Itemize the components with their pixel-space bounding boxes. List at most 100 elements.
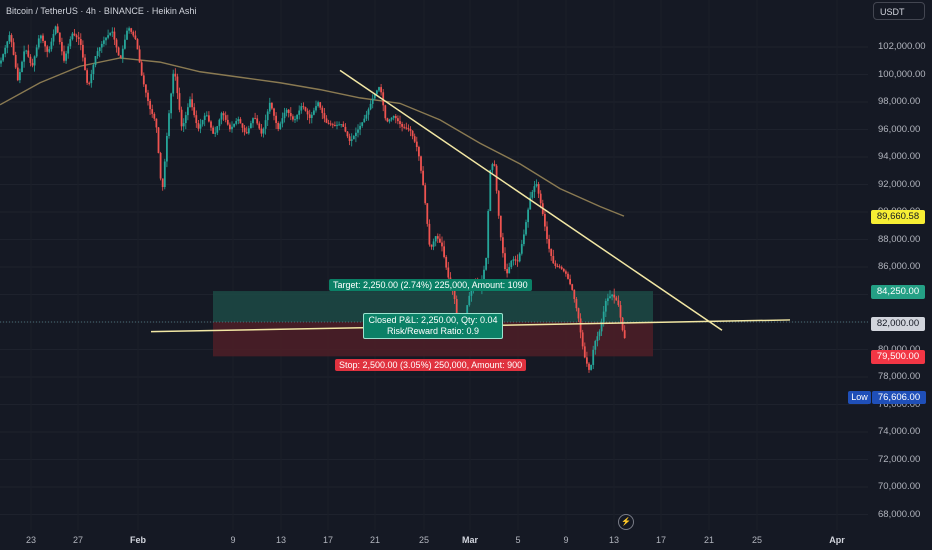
lightning-icon[interactable]: ⚡ — [618, 514, 634, 530]
candle-body — [111, 31, 114, 33]
candle-body — [300, 106, 303, 111]
candle-body — [502, 237, 504, 254]
candle-body — [273, 108, 275, 116]
candle-body — [485, 257, 487, 270]
candle-body — [604, 301, 607, 312]
candle-body — [619, 305, 622, 318]
candle-body — [16, 67, 19, 81]
candle-body — [529, 197, 532, 210]
candle-body — [157, 127, 160, 153]
candle-body — [583, 346, 586, 358]
candle-body — [19, 72, 21, 81]
candle-body — [31, 62, 34, 66]
candle-body — [130, 28, 133, 32]
candle-body — [136, 39, 139, 50]
candle-body — [176, 76, 179, 94]
candle-body — [556, 265, 559, 267]
candle-body — [544, 214, 546, 227]
stop-label: Stop: 2,500.00 (3.05%) 250,000, Amount: … — [335, 359, 527, 371]
candle-body — [48, 49, 51, 52]
pnl-box[interactable]: Closed P&L: 2,250.00, Qty: 0.04 Risk/Rew… — [363, 313, 503, 339]
candle-body — [197, 123, 200, 129]
time-tick: 17 — [322, 535, 334, 545]
candle-body — [115, 39, 118, 48]
candle-body — [600, 322, 603, 332]
candle-body — [327, 122, 330, 124]
candle-body — [151, 109, 154, 114]
candle-body — [535, 184, 538, 187]
candle-body — [390, 117, 393, 120]
candle-body — [371, 98, 374, 104]
time-tick: 23 — [25, 535, 37, 545]
candle-body — [554, 263, 557, 266]
candle-body — [44, 40, 46, 47]
candle-body — [250, 123, 252, 129]
candle-body — [539, 193, 542, 204]
candle-body — [623, 330, 626, 339]
ma-line — [0, 57, 625, 217]
price-tick: 88,000.00 — [878, 233, 921, 245]
ma-price-tag: 89,660.58 — [871, 210, 925, 224]
candle-body — [310, 114, 313, 118]
time-tick: Feb — [129, 535, 147, 545]
candle-body — [418, 147, 420, 157]
time-tick: Mar — [461, 535, 479, 545]
candle-body — [399, 121, 401, 124]
candle-body — [571, 284, 574, 290]
candle-body — [319, 102, 322, 108]
candle-body — [594, 341, 597, 350]
candle-body — [495, 165, 498, 191]
candle-body — [2, 54, 4, 61]
candle-body — [598, 331, 601, 337]
candle-body — [558, 266, 561, 268]
candle-body — [107, 35, 109, 38]
candle-body — [289, 113, 292, 117]
candle-body — [260, 128, 263, 134]
candle-body — [231, 126, 233, 130]
target-price-tag: 84,250.00 — [871, 285, 925, 299]
candle-body — [413, 136, 416, 142]
candle-body — [468, 295, 471, 306]
candle-body — [292, 116, 294, 120]
candle-body — [124, 39, 126, 49]
candle-body — [575, 299, 578, 309]
candle-body — [145, 84, 147, 93]
candle-body — [546, 226, 548, 240]
candle-body — [79, 39, 82, 45]
time-tick: 17 — [655, 535, 667, 545]
candle-body — [365, 114, 368, 119]
candle-body — [140, 62, 143, 76]
candle-body — [262, 128, 265, 134]
candle-body — [239, 119, 242, 124]
candle-body — [226, 119, 229, 125]
candle-body — [315, 106, 317, 111]
chart-title: Bitcoin / TetherUS · 4h · BINANCE · Heik… — [6, 6, 197, 16]
candle-body — [550, 248, 553, 256]
candle-body — [4, 47, 7, 55]
candle-body — [271, 102, 273, 109]
candle-body — [23, 51, 25, 62]
candle-body — [105, 37, 107, 41]
candle-body — [348, 136, 351, 141]
price-tick: 102,000.00 — [878, 41, 926, 52]
candle-body — [84, 57, 86, 71]
stop-price-tag: 79,500.00 — [871, 350, 925, 364]
candle-body — [407, 128, 410, 130]
candle-body — [210, 121, 212, 128]
price-tick: 68,000.00 — [878, 508, 921, 520]
candle-body — [201, 120, 204, 125]
time-tick: 25 — [418, 535, 430, 545]
currency-button[interactable]: USDT — [873, 2, 925, 20]
candle-body — [220, 113, 223, 120]
candle-body — [346, 131, 349, 137]
candle-body — [193, 107, 196, 116]
candle-body — [229, 124, 231, 130]
candle-body — [212, 127, 214, 134]
candle-body — [357, 129, 359, 133]
candle-body — [367, 109, 370, 115]
candle-body — [216, 126, 219, 133]
candle-body — [434, 236, 437, 242]
candle-body — [512, 259, 515, 261]
price-tick: 98,000.00 — [878, 96, 921, 107]
